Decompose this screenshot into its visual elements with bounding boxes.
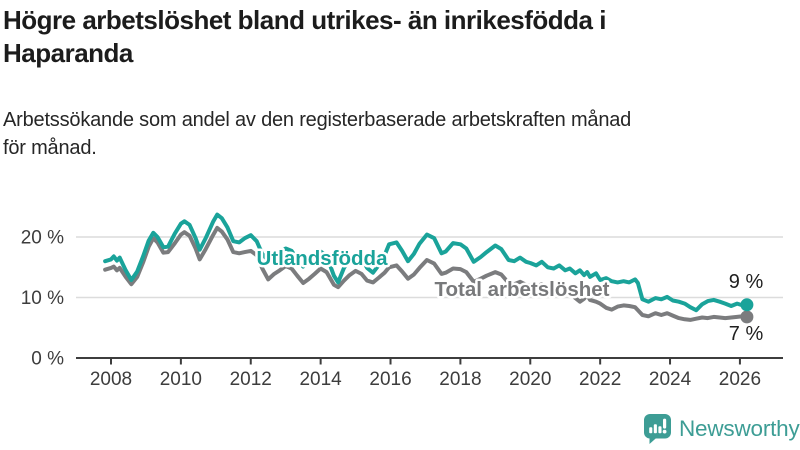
page-title: Högre arbetslöshet bland utrikes- än inr… (3, 5, 606, 68)
plot-area: 2008 2010 2012 2014 2016 2018 2020 2022 2024 2026… (21, 212, 783, 390)
x-tick-label: 2010 (160, 369, 202, 390)
x-tick-label: 2024 (649, 369, 692, 390)
x-tick-label: 2018 (439, 369, 481, 390)
newsworthy-logo-text: Newsworthy (679, 416, 800, 441)
end-value-label-utlandsfodda: 9 % (729, 271, 764, 293)
x-tick-label: 2008 (90, 369, 132, 390)
series-label-utlandsfodda: Utlandsfödda (257, 247, 389, 270)
x-tick-label: 2012 (230, 369, 272, 390)
y-tick-label: 10 % (21, 288, 64, 309)
x-tick-label: 2016 (369, 369, 411, 390)
series-end-dot-utlandsfodda (740, 298, 754, 312)
x-tick-label: 2014 (299, 369, 342, 390)
x-tick-label: 2026 (719, 369, 761, 390)
series-label-total: Total arbetslöshet (434, 278, 609, 301)
series-line-total (103, 225, 749, 322)
newsworthy-logo-icon (644, 414, 671, 444)
series-end-dot-total (740, 310, 754, 324)
series-line-utlandsfodda (103, 212, 749, 313)
chart-subtitle: Arbetssökande som andel av den registerb… (3, 108, 632, 159)
y-tick-label: 20 % (21, 228, 64, 249)
chart-header: Högre arbetslöshet bland utrikes- än inr… (3, 4, 797, 162)
x-tick-label: 2022 (579, 369, 621, 390)
newsworthy-logo: Newsworthy (643, 413, 800, 445)
x-tick-label: 2020 (509, 369, 551, 390)
end-value-label-total: 7 % (729, 323, 764, 345)
y-tick-label: 0 % (31, 349, 64, 370)
